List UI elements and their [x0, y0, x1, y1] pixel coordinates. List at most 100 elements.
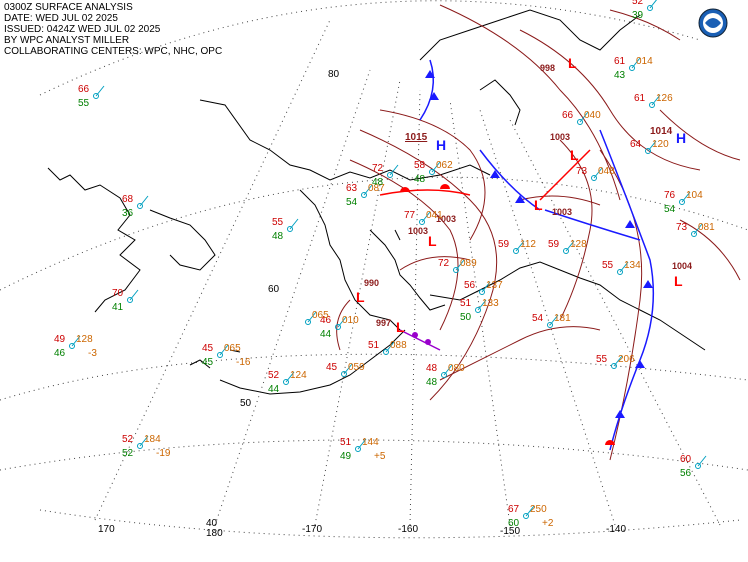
lat-label-80: 80	[328, 69, 340, 80]
station-pressure: 128	[76, 334, 93, 345]
station-temperature: 51	[368, 340, 380, 351]
station-dewpoint: 48	[372, 177, 384, 188]
low-center-1003-d: 1003 L	[534, 197, 572, 217]
wind-barb-icon	[477, 299, 487, 311]
station-marker-icon	[137, 443, 143, 449]
svg-text:L: L	[356, 289, 365, 305]
station-marker-icon	[513, 248, 519, 254]
wind-barb-icon	[219, 344, 229, 356]
station-dewpoint: 41	[112, 302, 124, 313]
station-pressure: 124	[290, 370, 307, 381]
station-pressure: 137	[486, 280, 503, 291]
station-marker-icon	[287, 226, 293, 232]
station-dewpoint: 55	[78, 98, 90, 109]
wind-barb-icon	[363, 184, 373, 196]
station-temperature: 58	[414, 160, 426, 171]
station-marker-icon	[649, 102, 655, 108]
station-pressure: 134	[624, 260, 641, 271]
pressure-centers: 1015 H 1014 H 998 L 1003 L 1003 L 1003	[356, 55, 692, 335]
station-marker-icon	[695, 463, 701, 469]
station-pressure: 089	[460, 258, 477, 269]
station-marker-icon	[645, 148, 651, 154]
station-pressure: 128	[570, 239, 587, 250]
grid-labels: 80 60 50 170 40 180 -170 -160 -150 -140	[98, 69, 626, 539]
station-pressure: 144	[362, 437, 379, 448]
station-marker-icon	[523, 513, 529, 519]
station-pressure: 126	[656, 93, 673, 104]
station-dewpoint: 52	[122, 448, 134, 459]
station-temperature: 73	[676, 222, 688, 233]
station-marker-icon	[611, 363, 617, 369]
station-pressure: 048	[598, 166, 615, 177]
svg-text:1014: 1014	[650, 126, 673, 137]
station-dewpoint: 50	[460, 312, 472, 323]
lon-label-180: 180	[206, 528, 223, 539]
wind-barb-icon	[307, 311, 317, 323]
station-temperature: 64	[630, 139, 642, 150]
wind-barb-icon	[549, 314, 559, 326]
wind-barb-icon	[631, 57, 641, 69]
high-center-1015: 1015 H	[405, 132, 446, 153]
svg-text:1003: 1003	[408, 226, 428, 236]
high-center-1014: 1014 H	[650, 126, 686, 146]
station-temperature: 52	[632, 0, 644, 7]
wind-barb-icon	[681, 191, 691, 203]
header-issued: ISSUED: 0424Z WED JUL 02 2025	[4, 24, 161, 35]
svg-text:997: 997	[376, 318, 391, 328]
station-dewpoint: 56	[680, 468, 692, 479]
station-dewpoint: 45	[202, 357, 214, 368]
wind-barb-icon	[515, 240, 525, 252]
station-temperature: 55	[596, 354, 608, 365]
station-marker-icon	[217, 352, 223, 358]
station-marker-icon	[479, 289, 485, 295]
station-temperature: 66	[562, 110, 574, 121]
station-temperature: 45	[326, 362, 338, 373]
svg-text:990: 990	[364, 278, 379, 288]
station-marker-icon	[453, 267, 459, 273]
svg-text:L: L	[396, 319, 405, 335]
station-marker-icon	[441, 372, 447, 378]
svg-text:H: H	[676, 130, 686, 146]
wind-barb-icon	[357, 438, 367, 450]
station-dewpoint: 54	[346, 197, 358, 208]
wind-barb-icon	[619, 261, 629, 273]
station-temperature: 56	[464, 280, 476, 291]
station-pressure: 184	[144, 434, 161, 445]
lon-label-m140: -140	[606, 524, 626, 535]
station-temperature: 51	[460, 298, 472, 309]
low-center-1003-c: 1003	[408, 226, 428, 236]
station-marker-icon	[419, 219, 425, 225]
station-marker-icon	[617, 269, 623, 275]
station-pressure: 014	[636, 56, 653, 67]
station-temperature: 48	[426, 363, 438, 374]
station-temperature: 51	[340, 437, 352, 448]
station-temperature: 72	[438, 258, 450, 269]
station-temperature: 73	[576, 166, 588, 177]
station-temperature: 52	[268, 370, 280, 381]
station-tendency: -16	[236, 357, 251, 368]
lat-label-60: 60	[268, 284, 280, 295]
station-pressure: 081	[698, 222, 715, 233]
station-marker-icon	[647, 5, 653, 11]
station-temperature: 59	[498, 239, 510, 250]
station-temperature: 54	[532, 313, 544, 324]
station-temperature: 46	[320, 315, 332, 326]
station-temperature: 70	[112, 288, 124, 299]
station-temperature: 76	[664, 190, 676, 201]
station-dewpoint: 44	[268, 384, 280, 395]
station-marker-icon	[335, 324, 341, 330]
station-dewpoint: 54	[664, 204, 676, 215]
station-temperature: 52	[122, 434, 134, 445]
station-pressure: 040	[584, 110, 601, 121]
station-tendency: +5	[374, 451, 386, 462]
station-marker-icon	[577, 119, 583, 125]
station-marker-icon	[137, 203, 143, 209]
station-pressure: 087	[368, 183, 385, 194]
station-marker-icon	[355, 446, 361, 452]
station-temperature: 77	[404, 210, 416, 221]
header-date: DATE: WED JUL 02 2025	[4, 13, 118, 24]
low-center-1004: 1004 L	[672, 261, 692, 289]
wind-barb-icon	[481, 281, 491, 293]
station-pressure: 133	[482, 298, 499, 309]
